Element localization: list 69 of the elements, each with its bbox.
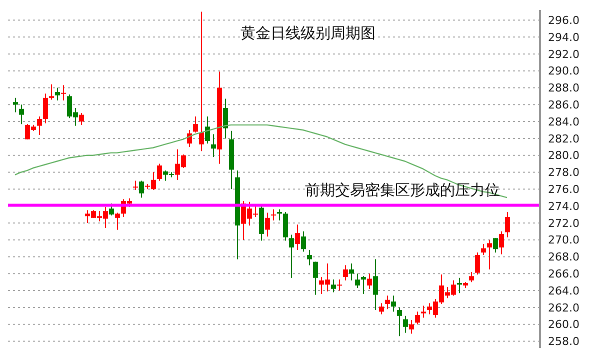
y-tick-label: 288.0: [548, 82, 580, 95]
candlestick: [391, 295, 396, 312]
candlestick: [361, 276, 366, 294]
y-tick-label: 284.0: [548, 115, 580, 128]
y-tick-label: 294.0: [548, 30, 580, 44]
candlestick: [481, 244, 486, 256]
candlestick: [421, 305, 426, 318]
y-tick-label: 270.0: [548, 234, 580, 247]
candlestick: [505, 211, 510, 238]
candlestick: [487, 239, 492, 270]
candlestick: [493, 238, 498, 254]
y-tick-label: 290.0: [548, 64, 580, 78]
candlestick: [397, 306, 402, 337]
y-tick-label: 266.0: [548, 268, 580, 281]
y-tick-label: 278.0: [548, 166, 580, 180]
candlestick: [115, 212, 120, 230]
candlestick: [133, 180, 138, 190]
candlestick: [355, 273, 360, 289]
candlestick: [373, 258, 378, 310]
candlestick: [349, 263, 354, 281]
candlestick: [289, 234, 294, 278]
candlestick: [379, 302, 384, 315]
candlestick: [157, 163, 162, 182]
candlestick: [139, 180, 144, 198]
y-tick-label: 292.0: [548, 48, 580, 61]
candlestick: [313, 261, 318, 296]
candlestick: [295, 224, 300, 250]
candlestick: [499, 230, 504, 255]
candlestick: [79, 112, 84, 126]
y-tick-label: 286.0: [548, 98, 580, 112]
candlestick: [265, 212, 270, 237]
y-tick-label: 276.0: [548, 183, 580, 196]
candlestick: [343, 264, 348, 281]
candlestick: [301, 230, 306, 252]
y-tick-label: 260.0: [548, 318, 580, 332]
candlestick: [283, 211, 288, 242]
candlestick: [205, 116, 210, 144]
candlestick: [403, 315, 408, 334]
candlestick: [415, 311, 420, 325]
candlestick: [193, 116, 198, 134]
candlestick: [199, 11, 204, 152]
y-tick-label: 296.0: [548, 14, 580, 28]
candlestick: [337, 279, 342, 292]
candlestick: [307, 249, 312, 266]
candlestick: [385, 295, 390, 310]
candlestick: [223, 98, 228, 139]
candlestick: [49, 84, 54, 100]
candlestick: [19, 104, 24, 125]
candlestick: [13, 97, 18, 113]
candlestick: [331, 279, 336, 293]
y-tick-label: 274.0: [548, 200, 580, 213]
text: 黄金日线级别周期图: [240, 24, 376, 43]
candlestick: [475, 252, 480, 275]
candlestick: [43, 93, 48, 124]
y-tick-label: 262.0: [548, 301, 580, 314]
candlestick: [469, 271, 474, 283]
y-tick-label: 268.0: [548, 250, 580, 264]
y-tick-label: 272.0: [548, 216, 580, 230]
candlestick: [409, 320, 414, 334]
candlestick: [61, 84, 66, 101]
candlestick: [211, 134, 216, 158]
candlestick: [367, 273, 372, 290]
y-tick-label: 258.0: [548, 335, 580, 348]
candlestick: [271, 208, 276, 221]
y-tick-label: 282.0: [548, 132, 580, 146]
y-tick-label: 280.0: [548, 149, 580, 162]
candlestick: [55, 87, 60, 101]
y-tick-label: 264.0: [548, 284, 580, 298]
candlestick: [37, 116, 42, 136]
